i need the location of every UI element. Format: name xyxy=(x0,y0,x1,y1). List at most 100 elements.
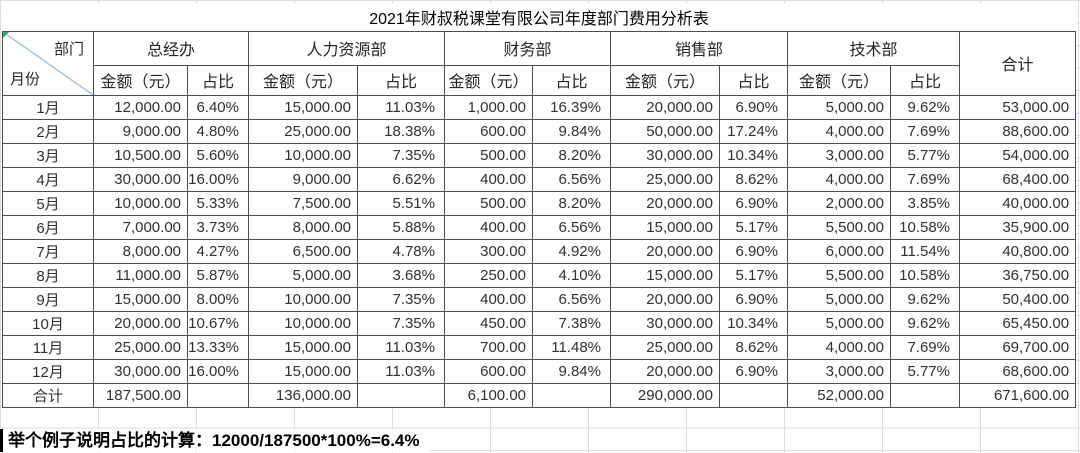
amount-cell[interactable]: 4,000.00 xyxy=(787,334,891,360)
ratio-cell[interactable]: 7.69% xyxy=(890,334,960,360)
dept-header-general-office[interactable]: 总经办 xyxy=(93,30,249,66)
ratio-cell[interactable]: 10.67% xyxy=(187,310,249,336)
ratio-cell[interactable] xyxy=(719,382,788,408)
amount-cell[interactable]: 10,000.00 xyxy=(248,286,358,312)
ratio-cell[interactable]: 8.20% xyxy=(532,190,611,216)
ratio-cell[interactable]: 6.56% xyxy=(532,166,611,192)
amount-cell[interactable]: 8,000.00 xyxy=(248,214,358,240)
ratio-cell[interactable]: 3.85% xyxy=(890,190,960,216)
ratio-cell[interactable]: 6.56% xyxy=(532,214,611,240)
amount-cell[interactable]: 400.00 xyxy=(444,214,533,240)
ratio-subheader[interactable]: 占比 xyxy=(532,64,611,96)
ratio-cell[interactable]: 11.03% xyxy=(357,334,445,360)
amount-cell[interactable]: 5,500.00 xyxy=(787,214,891,240)
amount-cell[interactable]: 15,000.00 xyxy=(248,358,358,384)
amount-cell[interactable]: 400.00 xyxy=(444,166,533,192)
amount-cell[interactable]: 10,500.00 xyxy=(93,142,188,168)
ratio-cell[interactable]: 6.62% xyxy=(357,166,445,192)
ratio-cell[interactable]: 5.60% xyxy=(187,142,249,168)
amount-cell[interactable]: 9,000.00 xyxy=(248,166,358,192)
amount-cell[interactable]: 9,000.00 xyxy=(93,118,188,144)
amount-subheader[interactable]: 金额（元） xyxy=(444,64,533,96)
amount-cell[interactable]: 5,500.00 xyxy=(787,262,891,288)
row-total-cell[interactable]: 65,450.00 xyxy=(958,310,1077,336)
amount-cell[interactable]: 8,000.00 xyxy=(93,238,188,264)
amount-cell[interactable]: 7,000.00 xyxy=(93,214,188,240)
ratio-cell[interactable]: 13.33% xyxy=(187,334,249,360)
ratio-cell[interactable]: 11.48% xyxy=(532,334,611,360)
ratio-cell[interactable]: 9.62% xyxy=(890,286,960,312)
row-total-cell[interactable]: 68,400.00 xyxy=(958,166,1077,192)
ratio-cell[interactable]: 5.17% xyxy=(719,214,788,240)
ratio-cell[interactable] xyxy=(357,382,445,408)
ratio-cell[interactable]: 3.73% xyxy=(187,214,249,240)
amount-cell[interactable]: 600.00 xyxy=(444,358,533,384)
ratio-cell[interactable]: 16.39% xyxy=(532,94,611,120)
ratio-cell[interactable]: 10.58% xyxy=(890,262,960,288)
amount-cell[interactable]: 20,000.00 xyxy=(93,310,188,336)
row-total-cell[interactable]: 35,900.00 xyxy=(958,214,1077,240)
row-total-cell[interactable]: 53,000.00 xyxy=(958,94,1077,120)
amount-cell[interactable]: 10,000.00 xyxy=(248,310,358,336)
ratio-cell[interactable]: 7.35% xyxy=(357,286,445,312)
corner-header-cell[interactable]: 部门 月份 xyxy=(2,30,94,96)
amount-cell[interactable]: 20,000.00 xyxy=(610,238,720,264)
amount-cell[interactable]: 20,000.00 xyxy=(610,286,720,312)
amount-cell[interactable]: 5,000.00 xyxy=(787,310,891,336)
ratio-cell[interactable]: 10.34% xyxy=(719,142,788,168)
ratio-cell[interactable]: 9.84% xyxy=(532,118,611,144)
month-cell[interactable]: 6月 xyxy=(2,214,94,240)
amount-cell[interactable]: 15,000.00 xyxy=(93,286,188,312)
amount-cell[interactable]: 15,000.00 xyxy=(248,94,358,120)
ratio-cell[interactable]: 9.62% xyxy=(890,310,960,336)
amount-cell[interactable]: 4,000.00 xyxy=(787,166,891,192)
ratio-cell[interactable]: 7.35% xyxy=(357,310,445,336)
amount-cell[interactable]: 25,000.00 xyxy=(610,334,720,360)
amount-cell[interactable]: 450.00 xyxy=(444,310,533,336)
ratio-cell[interactable]: 11.03% xyxy=(357,94,445,120)
row-total-cell[interactable]: 88,600.00 xyxy=(958,118,1077,144)
ratio-cell[interactable]: 6.90% xyxy=(719,358,788,384)
ratio-cell[interactable]: 4.10% xyxy=(532,262,611,288)
amount-cell[interactable]: 300.00 xyxy=(444,238,533,264)
dept-header-tech[interactable]: 技术部 xyxy=(787,30,960,66)
amount-cell[interactable]: 15,000.00 xyxy=(610,214,720,240)
month-cell[interactable]: 4月 xyxy=(2,166,94,192)
ratio-cell[interactable]: 4.80% xyxy=(187,118,249,144)
amount-cell[interactable]: 10,000.00 xyxy=(248,142,358,168)
amount-cell[interactable]: 3,000.00 xyxy=(787,358,891,384)
amount-cell[interactable]: 52,000.00 xyxy=(787,382,891,408)
amount-cell[interactable]: 1,000.00 xyxy=(444,94,533,120)
ratio-cell[interactable]: 7.35% xyxy=(357,142,445,168)
dept-header-hr[interactable]: 人力资源部 xyxy=(248,30,445,66)
ratio-cell[interactable]: 10.34% xyxy=(719,310,788,336)
amount-cell[interactable]: 5,000.00 xyxy=(787,94,891,120)
row-total-cell[interactable]: 50,400.00 xyxy=(958,286,1077,312)
ratio-example-note[interactable]: 举个例子说明占比的计算：12000/187500*100%=6.4% xyxy=(0,429,430,452)
row-total-cell[interactable]: 40,000.00 xyxy=(958,190,1077,216)
amount-cell[interactable]: 7,500.00 xyxy=(248,190,358,216)
amount-cell[interactable]: 25,000.00 xyxy=(610,166,720,192)
amount-cell[interactable]: 30,000.00 xyxy=(610,310,720,336)
ratio-cell[interactable]: 5.17% xyxy=(719,262,788,288)
month-cell[interactable]: 11月 xyxy=(2,334,94,360)
row-total-cell[interactable]: 36,750.00 xyxy=(958,262,1077,288)
amount-cell[interactable]: 4,000.00 xyxy=(787,118,891,144)
ratio-cell[interactable]: 16.00% xyxy=(187,358,249,384)
ratio-cell[interactable]: 6.90% xyxy=(719,94,788,120)
grand-total-column-header[interactable]: 合计 xyxy=(958,30,1077,96)
table-title[interactable]: 2021年财叔税课堂有限公司年度部门费用分析表 xyxy=(2,4,1076,32)
amount-cell[interactable]: 2,000.00 xyxy=(787,190,891,216)
month-cell[interactable]: 10月 xyxy=(2,310,94,336)
amount-cell[interactable]: 400.00 xyxy=(444,286,533,312)
amount-cell[interactable]: 187,500.00 xyxy=(93,382,188,408)
amount-cell[interactable]: 6,100.00 xyxy=(444,382,533,408)
month-cell[interactable]: 1月 xyxy=(2,94,94,120)
ratio-cell[interactable]: 4.78% xyxy=(357,238,445,264)
month-cell[interactable]: 12月 xyxy=(2,358,94,384)
amount-cell[interactable]: 25,000.00 xyxy=(93,334,188,360)
amount-cell[interactable]: 500.00 xyxy=(444,142,533,168)
ratio-cell[interactable]: 17.24% xyxy=(719,118,788,144)
ratio-cell[interactable] xyxy=(187,382,249,408)
amount-cell[interactable]: 30,000.00 xyxy=(93,358,188,384)
